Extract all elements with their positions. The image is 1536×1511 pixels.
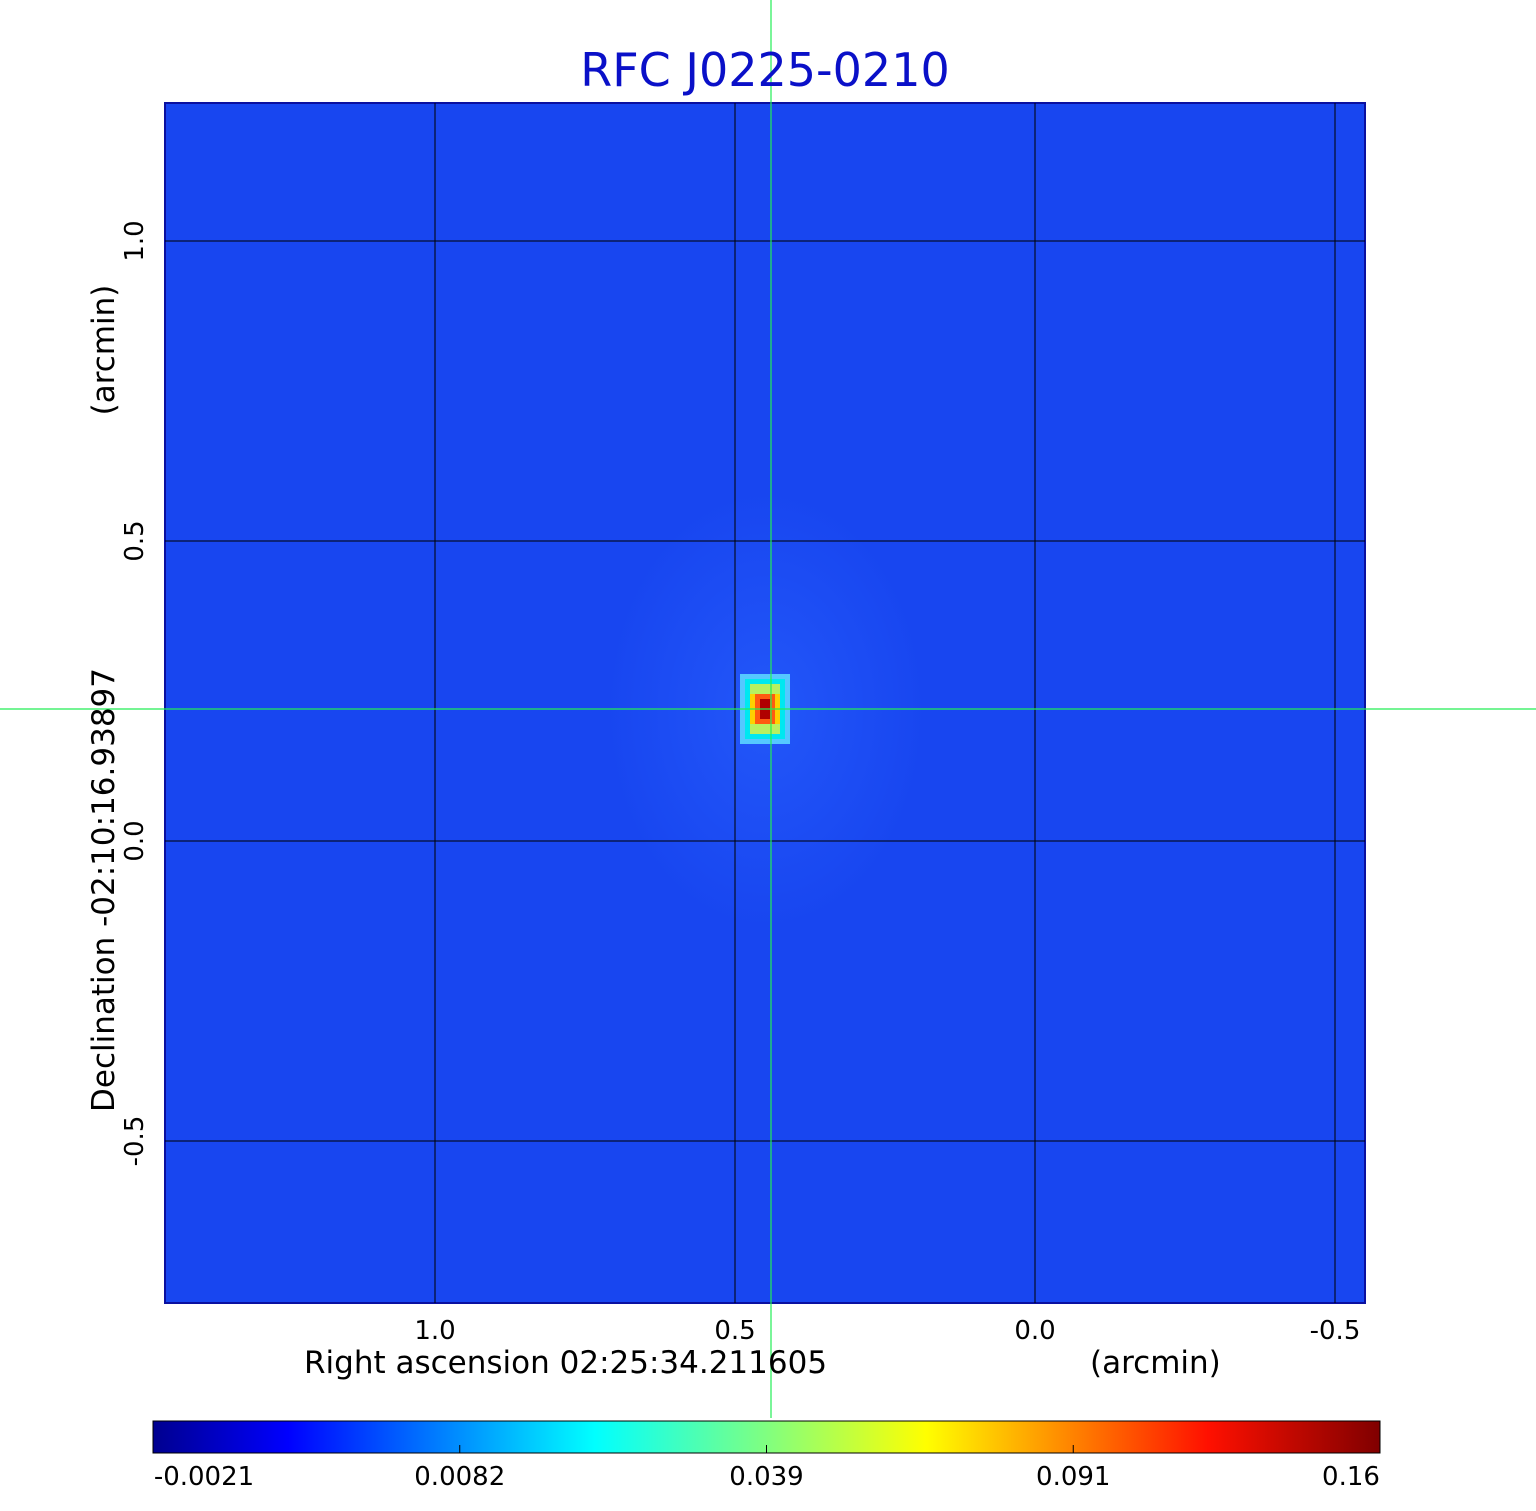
y-axis-unit: (arcmin) xyxy=(86,284,122,416)
colorbar-tick-label: 0.16 xyxy=(1322,1462,1380,1492)
colorbar-tick-label: -0.0021 xyxy=(153,1462,255,1492)
y-tick-label: -0.5 xyxy=(120,1115,150,1167)
x-tick-label: 0.0 xyxy=(1014,1316,1056,1346)
crosshair xyxy=(0,0,1536,1418)
chart-title: RFC J0225-0210 xyxy=(580,43,950,97)
colorbar-tick-label: 0.039 xyxy=(729,1462,804,1492)
y-axis-label: Declination -02:10:16.93897 xyxy=(86,668,122,1112)
x-axis-unit: (arcmin) xyxy=(1090,1345,1221,1381)
grid-lines xyxy=(165,103,1365,1303)
x-tick-label: -0.5 xyxy=(1309,1316,1361,1346)
x-tick-label: 0.5 xyxy=(714,1316,756,1346)
colorbar xyxy=(152,1420,1381,1454)
colorbar-ticks xyxy=(152,1445,1381,1453)
colorbar-tick-label: 0.0082 xyxy=(414,1462,506,1492)
colorbar-tick-label: 0.091 xyxy=(1036,1462,1111,1492)
y-tick-label: 1.0 xyxy=(120,220,150,262)
x-axis-label: Right ascension 02:25:34.211605 xyxy=(304,1345,828,1381)
y-tick-label: 0.0 xyxy=(120,820,150,862)
y-tick-label: 0.5 xyxy=(120,520,150,562)
x-tick-label: 1.0 xyxy=(414,1316,456,1346)
